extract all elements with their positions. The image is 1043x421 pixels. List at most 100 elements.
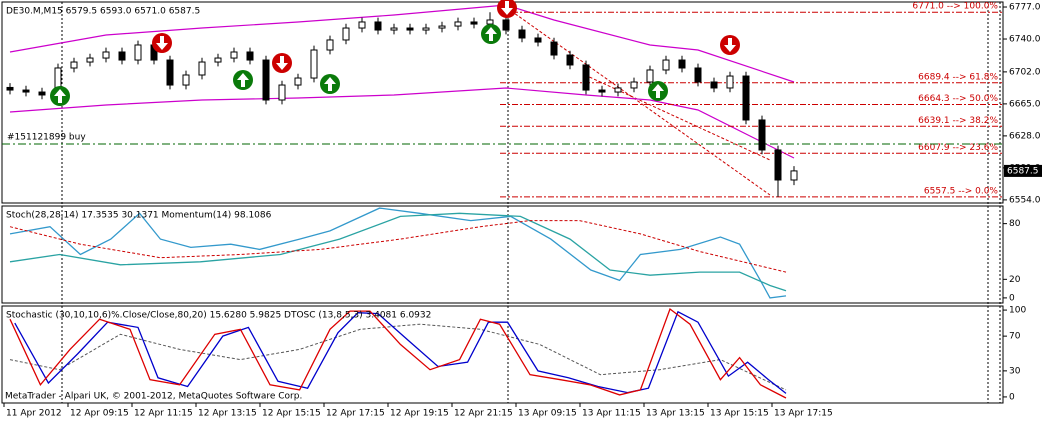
buy-arrow [648, 81, 668, 101]
x-tick-label: 12 Apr 15:15 [262, 409, 321, 419]
candle-body [182, 74, 190, 86]
y-tick-label: 0 [1009, 392, 1015, 402]
panel-title: DE30.M,M15 6579.5 6593.0 6571.0 6587.5 [6, 7, 200, 17]
x-tick-label: 13 Apr 17:15 [774, 409, 833, 419]
candle-body [38, 91, 46, 96]
last-price-box [1004, 164, 1042, 177]
candle-body [230, 51, 238, 59]
candle-body [694, 67, 702, 83]
buy-arrow [320, 74, 340, 94]
buy-arrow [50, 86, 70, 106]
y-tick-label: 80 [1009, 219, 1021, 229]
band-line [9, 4, 795, 83]
panel-title: Stochastic (30,10,10,6)%.Close/Close,80,… [6, 311, 431, 321]
y-tick-label: 30 [1009, 366, 1021, 376]
band-line [9, 87, 795, 159]
fib-label: 6557.5 --> 0.0% [924, 186, 999, 196]
candle-body [710, 81, 718, 89]
y-tick-label: 100 [1009, 306, 1026, 316]
y-tick-label: 6740.0 [1009, 35, 1041, 45]
x-tick-label: 12 Apr 11:15 [134, 409, 193, 419]
x-tick-label: 12 Apr 13:15 [198, 409, 257, 419]
candle-body [6, 86, 14, 91]
order-label: #151121899 buy [7, 133, 86, 143]
trend-lines [506, 7, 771, 196]
y-tick-label: 6777.0 [1009, 3, 1041, 13]
candle-body [614, 87, 622, 93]
candle-body [278, 84, 286, 101]
sell-arrow [272, 53, 292, 73]
candle-body [438, 25, 446, 29]
trend-line [584, 74, 771, 161]
candle-body [262, 59, 270, 101]
indicator-line [9, 323, 787, 391]
x-tick-label: 13 Apr 11:15 [582, 409, 641, 419]
y-tick-label: 6554.0 [1009, 195, 1041, 205]
candle-body [406, 27, 414, 31]
candle-body [630, 81, 638, 89]
indicator-line [9, 212, 787, 292]
candle-body [166, 59, 174, 86]
candle-body [294, 77, 302, 86]
x-tick-label: 12 Apr 09:15 [70, 409, 129, 419]
candle-body [454, 21, 462, 27]
candle-body [134, 44, 142, 61]
candle-body [246, 51, 254, 61]
candle-body [550, 41, 558, 56]
x-tick-label: 13 Apr 13:15 [646, 409, 705, 419]
candle-body [486, 19, 494, 25]
candle-body [678, 59, 686, 69]
candle-body [198, 61, 206, 76]
sell-arrow [720, 35, 740, 55]
fib-label: 6689.4 --> 61.8% [918, 72, 998, 82]
candle-body [518, 29, 526, 39]
candle-body [102, 51, 110, 59]
candle-body [502, 19, 510, 31]
y-tick-label: 6665.0 [1009, 99, 1041, 109]
candle-body [646, 69, 654, 83]
panel-frame [1, 205, 1004, 304]
x-tick-label: 11 Apr 2012 [6, 409, 62, 419]
indicator-line [9, 307, 787, 399]
candle-body [390, 27, 398, 31]
candle-body [534, 37, 542, 43]
x-tick-label: 13 Apr 09:15 [518, 409, 577, 419]
candle-body [118, 51, 126, 61]
y-tick-label: 6628.0 [1009, 131, 1041, 141]
candle-body [422, 27, 430, 31]
x-tick-label: 12 Apr 21:15 [454, 409, 513, 419]
candle-body [86, 57, 94, 63]
indicator-line [14, 310, 787, 394]
sell-arrow [497, 0, 517, 18]
fib-label: 6664.3 --> 50.0% [918, 94, 998, 104]
indicator-line [9, 220, 787, 273]
panel-title: Stoch(28,28,14) 17.3535 30.1371 Momentum… [6, 211, 272, 221]
candle-body [566, 54, 574, 66]
candle-body [214, 57, 222, 63]
candle-body [742, 75, 750, 121]
x-tick-label: 12 Apr 17:15 [326, 409, 385, 419]
y-tick-label: 20 [1009, 275, 1021, 285]
candle-body [374, 21, 382, 31]
x-tick-label: 13 Apr 15:15 [710, 409, 769, 419]
buy-arrow [233, 70, 253, 90]
candle-body [598, 89, 606, 93]
y-tick-label: 6702.0 [1009, 67, 1041, 77]
candle-body [758, 119, 766, 151]
fib-label: 6771.0 --> 100.0% [912, 2, 998, 12]
candle-body [726, 75, 734, 89]
candle-body [342, 27, 350, 41]
candle-body [662, 59, 670, 71]
sell-arrow [152, 33, 172, 53]
panel-frame [1, 305, 1004, 404]
candle-body [70, 61, 78, 69]
candle-body [310, 49, 318, 79]
candle-body [582, 64, 590, 91]
buy-arrow [481, 24, 501, 44]
footer: MetaTrader - Alpari UK, © 2001-2012, Met… [5, 392, 302, 402]
indicator-line [9, 207, 787, 299]
fib-label: 6607.9 --> 23.6% [918, 143, 998, 153]
x-tick-label: 12 Apr 19:15 [390, 409, 449, 419]
